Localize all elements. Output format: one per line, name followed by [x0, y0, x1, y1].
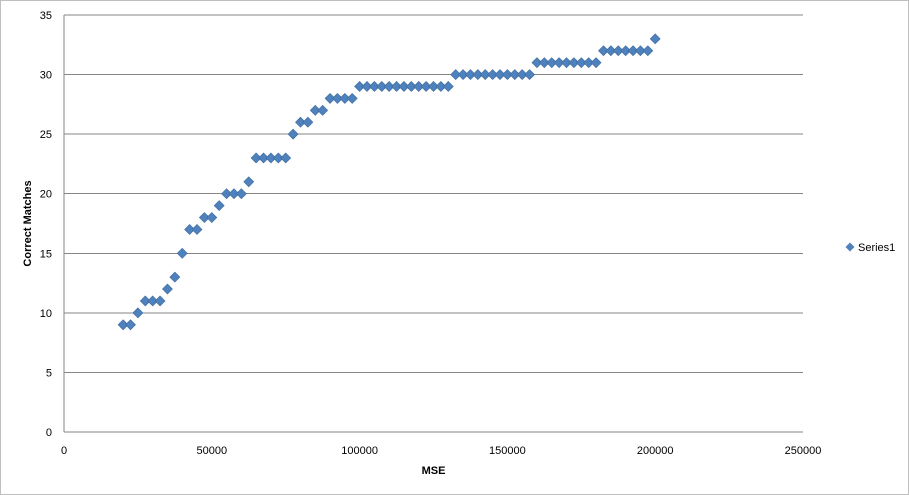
data-point: [206, 212, 218, 223]
data-point: [125, 319, 136, 331]
data-point: [590, 57, 602, 69]
data-point: [398, 81, 410, 92]
data-point: [117, 319, 129, 331]
data-point: [280, 152, 292, 164]
data-point: [184, 224, 196, 235]
data-point: [332, 92, 343, 104]
data-points: [117, 33, 661, 331]
data-point: [213, 200, 225, 212]
data-point: [243, 176, 255, 188]
data-point: [605, 45, 617, 57]
y-tick-label: 15: [40, 248, 52, 260]
data-point: [568, 57, 580, 69]
data-point: [487, 69, 499, 80]
y-tick-label: 5: [46, 367, 52, 379]
data-point: [383, 81, 395, 92]
data-point: [553, 57, 565, 69]
x-axis-tick-labels: 0 50000 100000 150000 200000 250000: [61, 445, 821, 457]
data-point: [154, 295, 166, 307]
data-point: [479, 69, 491, 80]
data-point: [509, 69, 521, 80]
data-point: [221, 188, 233, 200]
data-point: [176, 247, 188, 259]
y-tick-label: 30: [40, 70, 52, 82]
data-point: [546, 57, 558, 69]
data-point: [524, 69, 535, 80]
data-point: [191, 224, 203, 235]
data-point: [339, 92, 351, 104]
data-point: [346, 92, 358, 104]
y-tick-label: 20: [40, 189, 52, 201]
data-point: [575, 57, 587, 69]
data-point: [302, 116, 314, 128]
data-point: [612, 45, 624, 57]
x-tick-label: 100000: [341, 445, 378, 457]
data-point: [309, 104, 321, 116]
data-point: [361, 81, 373, 92]
y-tick-label: 35: [40, 10, 52, 22]
data-point: [405, 81, 417, 92]
data-point: [272, 152, 284, 164]
data-point: [642, 45, 654, 57]
data-point: [620, 45, 632, 57]
legend-label-series1: Series1: [858, 242, 895, 254]
data-point: [324, 92, 336, 104]
data-point: [413, 81, 425, 92]
data-point: [561, 57, 572, 69]
data-point: [450, 69, 462, 80]
data-point: [435, 81, 447, 92]
data-point: [538, 57, 550, 69]
data-point: [258, 152, 269, 164]
data-point: [132, 307, 144, 319]
x-tick-label: 200000: [637, 445, 674, 457]
data-point: [583, 57, 595, 69]
x-tick-label: 250000: [785, 445, 822, 457]
data-point: [634, 45, 646, 57]
data-point: [368, 81, 380, 92]
y-tick-label: 10: [40, 308, 52, 320]
x-tick-label: 0: [61, 445, 67, 457]
data-point: [250, 152, 262, 164]
data-point: [442, 81, 454, 92]
gridlines: [63, 14, 803, 433]
data-point: [265, 152, 277, 164]
data-point: [391, 81, 402, 92]
data-point: [472, 69, 484, 80]
data-point: [501, 69, 513, 80]
data-point: [598, 45, 609, 57]
data-point: [457, 69, 469, 80]
data-point: [235, 188, 247, 200]
data-point: [228, 188, 240, 200]
data-point: [147, 295, 159, 307]
data-point: [428, 81, 439, 92]
data-point: [494, 69, 506, 80]
data-point: [627, 45, 639, 57]
data-point: [169, 271, 181, 283]
data-point: [516, 69, 528, 80]
data-point: [354, 81, 366, 92]
x-axis-title: MSE: [422, 465, 446, 477]
data-point: [376, 81, 388, 92]
x-tick-label: 50000: [197, 445, 228, 457]
data-point: [317, 104, 329, 116]
data-point: [420, 81, 432, 92]
x-tick-label: 150000: [489, 445, 526, 457]
y-tick-label: 25: [40, 129, 52, 141]
data-point: [649, 33, 661, 45]
data-point: [531, 57, 543, 69]
legend: Series1: [845, 242, 895, 254]
legend-marker-series1: [845, 242, 855, 252]
data-point: [287, 128, 299, 140]
y-tick-label: 0: [46, 427, 52, 439]
data-point: [198, 212, 210, 223]
data-point: [295, 116, 306, 128]
data-point: [162, 283, 173, 295]
y-axis-tick-labels: 0 5 10 15 20 25 30 35: [40, 10, 52, 439]
data-point: [465, 69, 476, 80]
data-point: [139, 295, 151, 307]
y-axis-title: Correct Matches: [22, 180, 34, 266]
